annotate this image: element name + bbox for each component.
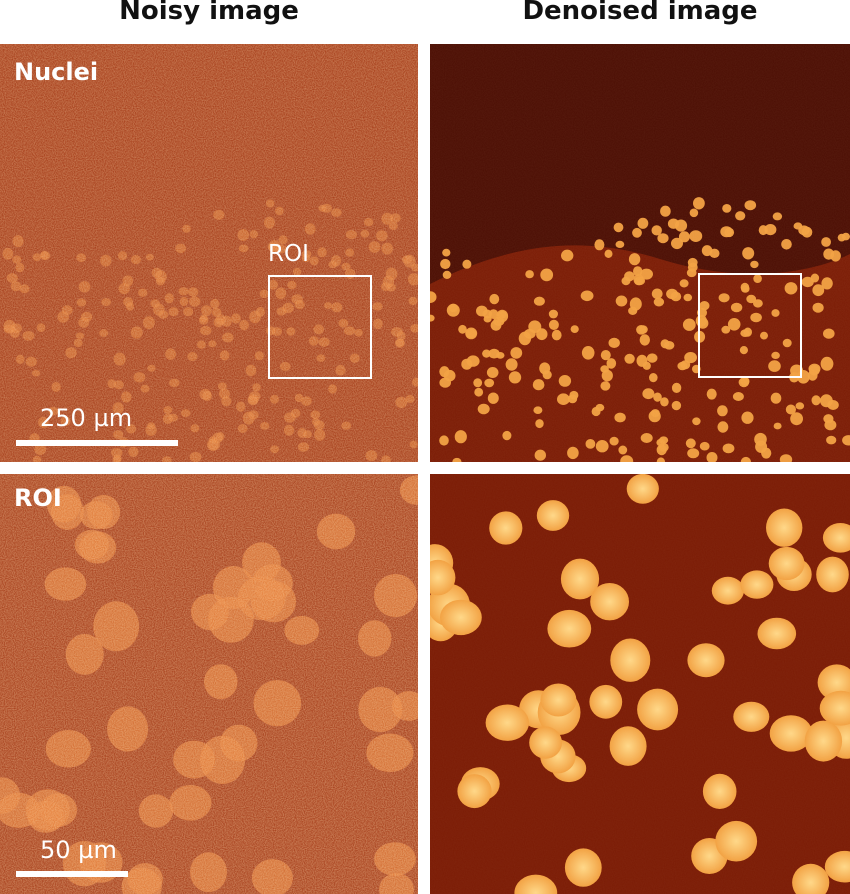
scale-bar-label-roi: 50 µm — [40, 836, 117, 864]
roi-box-denoised — [698, 273, 802, 378]
panel-denoised-overview — [430, 44, 850, 462]
header-denoised-image: Denoised image — [522, 0, 758, 26]
panel-denoised-roi — [430, 474, 850, 894]
panel-noisy-overview: Nuclei ROI 250 µm — [0, 44, 418, 462]
denoised-roi-image — [430, 474, 850, 894]
row-label-roi: ROI — [14, 484, 62, 512]
roi-box — [268, 275, 372, 379]
scale-bar — [16, 440, 178, 446]
scale-bar-label: 250 µm — [40, 404, 133, 432]
panel-noisy-roi: ROI 50 µm — [0, 474, 418, 894]
roi-marker-label: ROI — [268, 241, 309, 267]
denoised-overview-image — [430, 44, 850, 462]
noisy-overview-image — [0, 44, 418, 462]
noisy-roi-image — [0, 474, 418, 894]
row-label-nuclei: Nuclei — [14, 58, 99, 86]
header-noisy-image: Noisy image — [119, 0, 299, 26]
scale-bar-roi — [16, 871, 128, 877]
